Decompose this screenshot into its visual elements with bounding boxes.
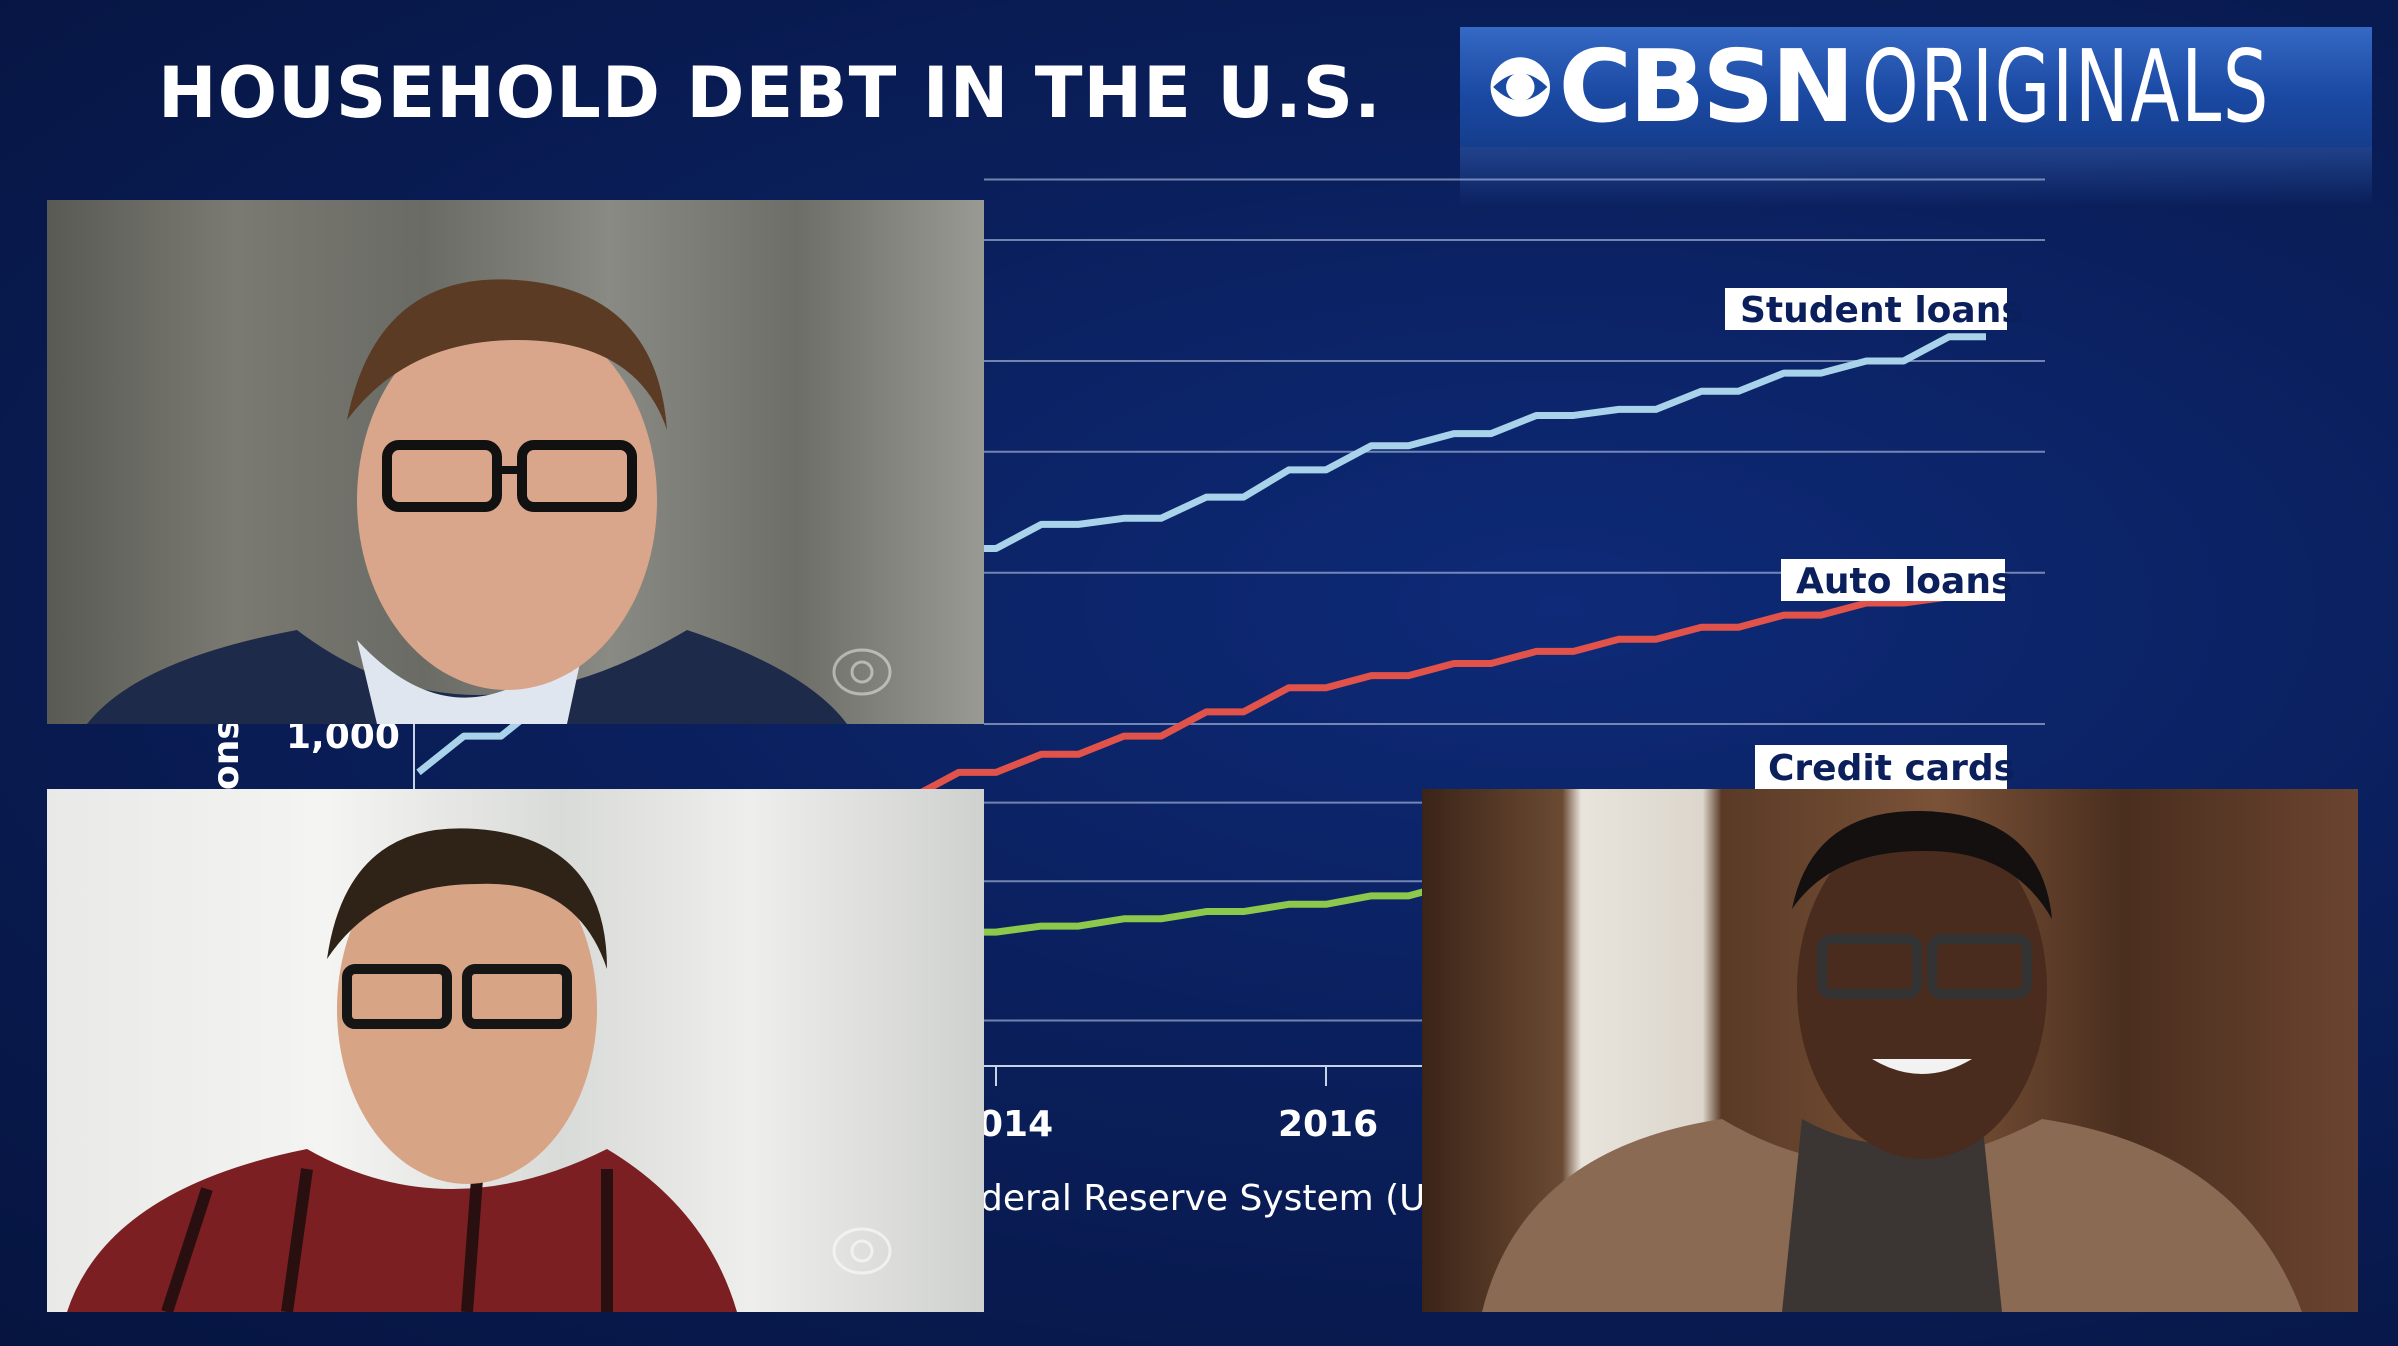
label-student-loans: Student loans xyxy=(1740,290,2023,331)
cbsn-originals-logo: CBSN ORIGINALS xyxy=(1460,27,2372,147)
label-box-student xyxy=(1725,288,2007,330)
x-tick-label: 2016 xyxy=(1278,1104,1378,1145)
logo-originals-text: ORIGINALS xyxy=(1861,28,2270,145)
label-credit-cards: Credit cards xyxy=(1768,748,2015,789)
series-line-auto-loans xyxy=(746,593,1986,849)
source-note: deral Reserve System (US xyxy=(980,1178,1448,1219)
y-axis-label: ons xyxy=(206,718,247,790)
cbs-eye-icon xyxy=(1490,57,1550,117)
interviewee-photo-3 xyxy=(1422,789,2358,1312)
person-figure xyxy=(1482,810,2302,1312)
interviewee-photo-1 xyxy=(47,200,984,724)
cbs-eye-watermark-icon xyxy=(832,648,892,696)
label-auto-loans: Auto loans xyxy=(1796,561,2012,602)
label-box-credit xyxy=(1755,745,2007,789)
label-box-auto xyxy=(1781,559,2005,601)
page-title: HOUSEHOLD DEBT IN THE U.S. xyxy=(158,52,1382,134)
cbs-eye-watermark-icon xyxy=(832,1227,892,1275)
x-tick-label: 014 xyxy=(978,1104,1053,1145)
person-figure xyxy=(67,828,737,1312)
interviewee-photo-2 xyxy=(47,789,984,1312)
person-figure xyxy=(87,279,847,724)
logo-cbsn-text: CBSN xyxy=(1558,28,1855,145)
logo-reflection xyxy=(1460,147,2372,207)
